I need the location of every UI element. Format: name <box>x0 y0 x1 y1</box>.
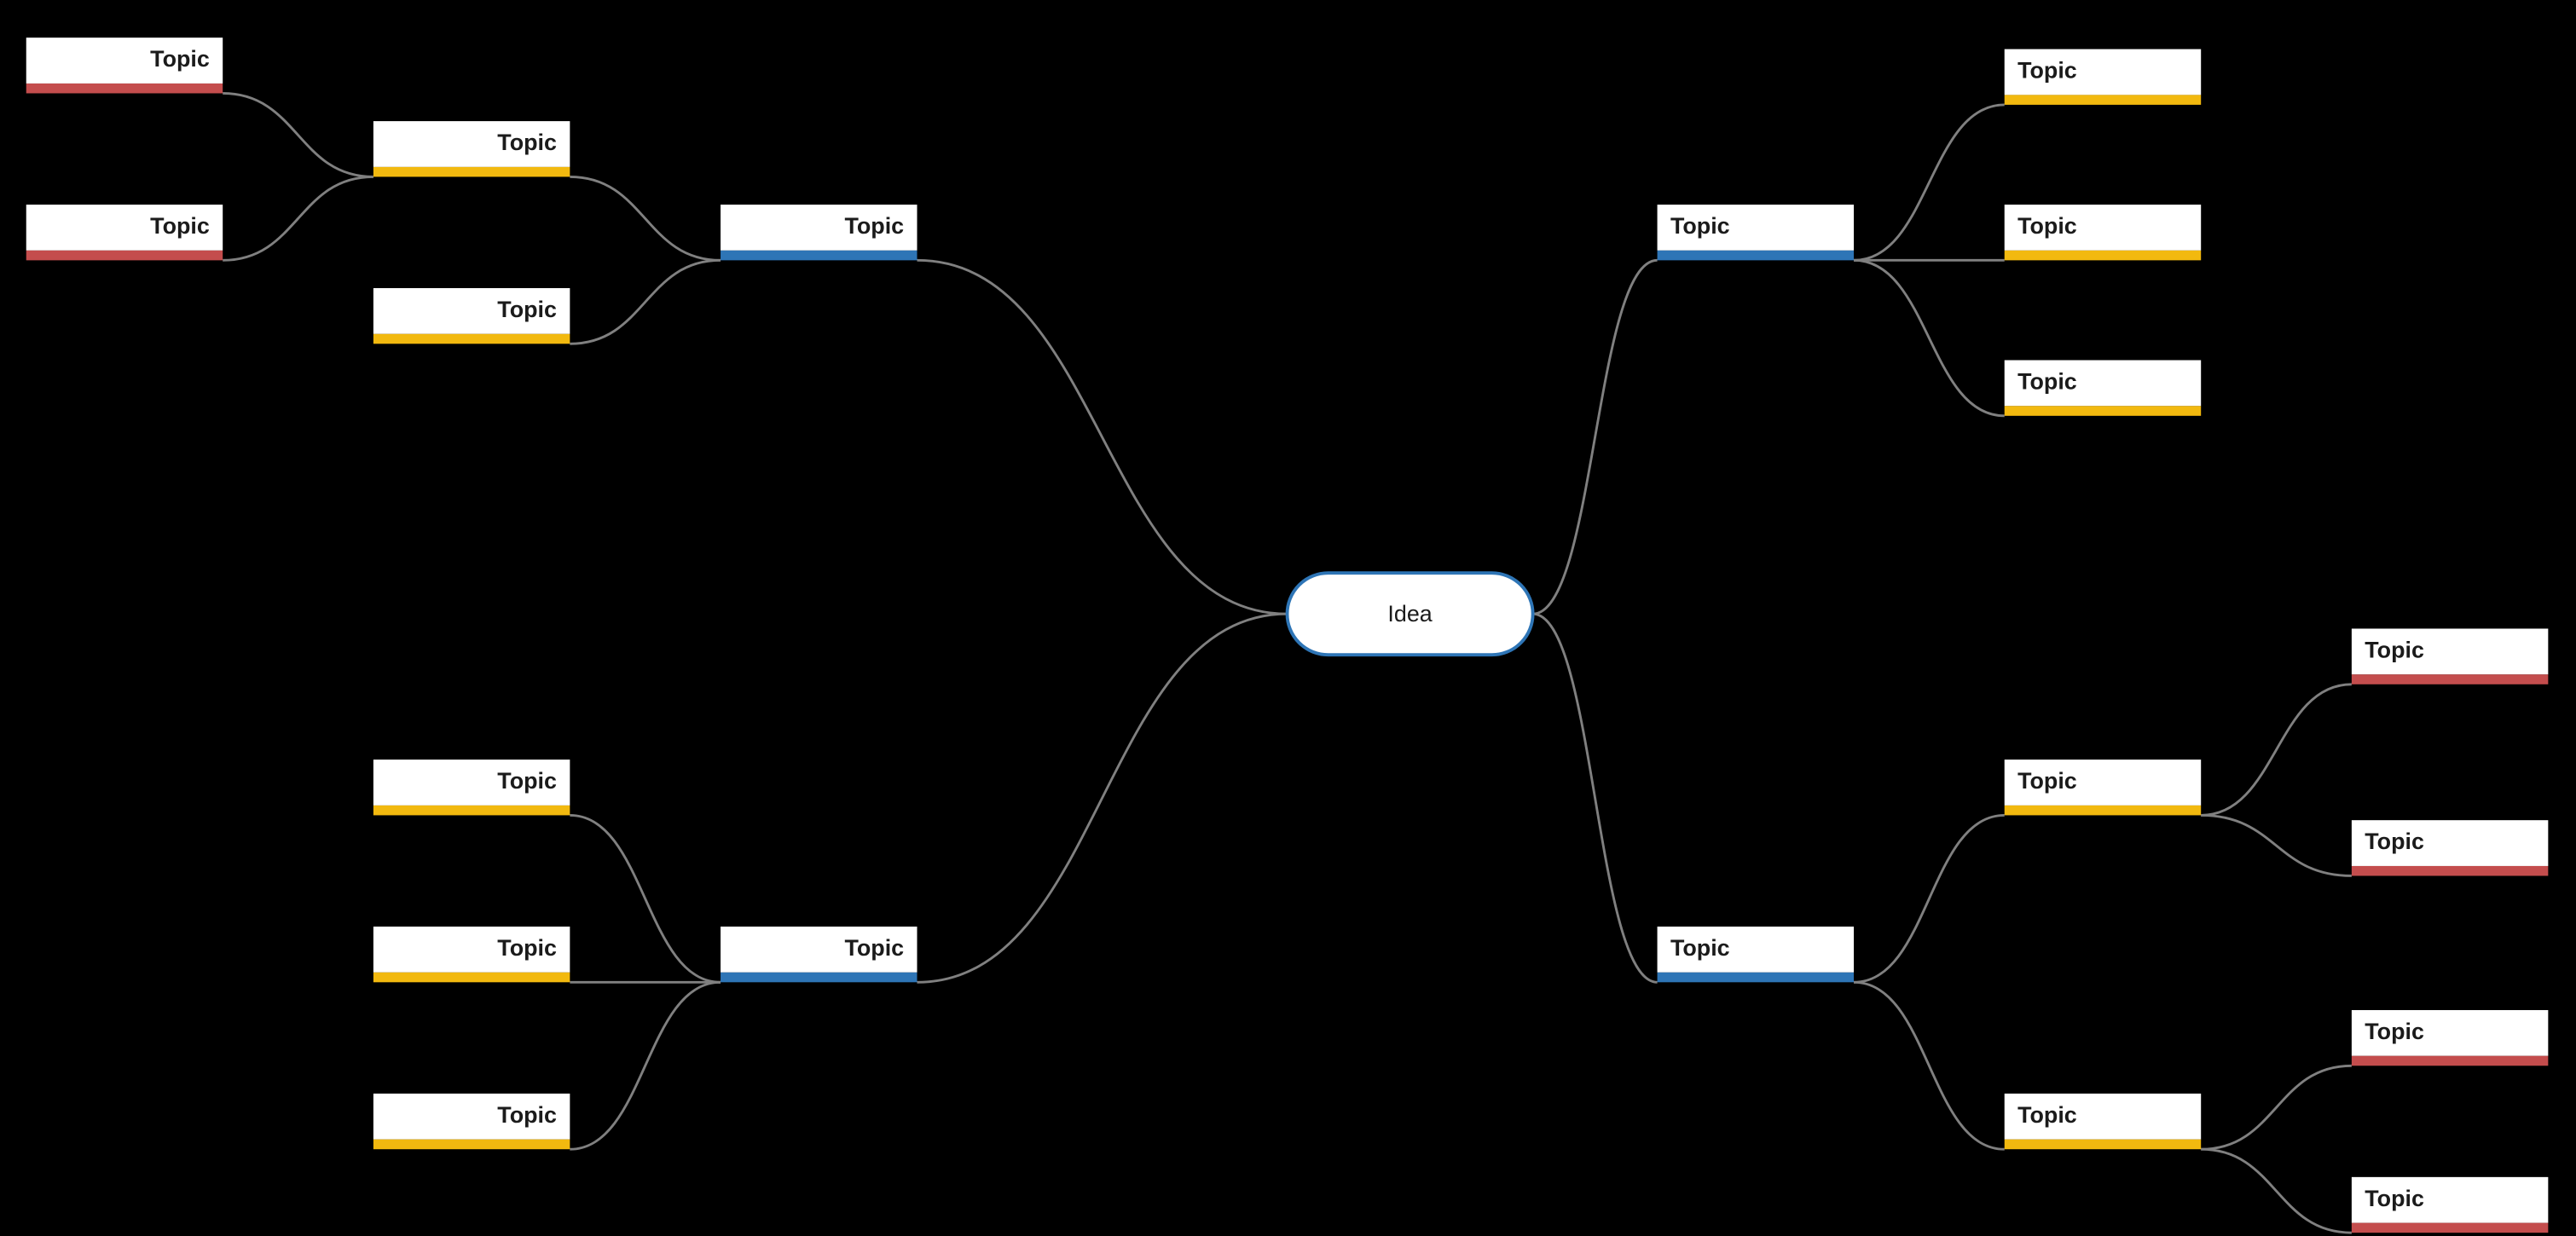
edge <box>918 614 1288 982</box>
topic-stripe <box>721 973 917 983</box>
topic-node-label: Topic <box>844 935 904 961</box>
edge <box>570 176 721 260</box>
topic-node[interactable]: Topic <box>1658 927 1854 982</box>
topic-stripe <box>373 1140 570 1150</box>
topic-node[interactable]: Topic <box>2352 1010 2548 1066</box>
topic-node[interactable]: Topic <box>2352 628 2548 684</box>
edge <box>1854 982 2005 1149</box>
topic-node-label: Topic <box>2017 768 2077 794</box>
topic-stripe <box>373 167 570 177</box>
topic-node-label: Topic <box>497 297 557 322</box>
topic-stripe <box>2352 866 2548 876</box>
topic-node[interactable]: Topic <box>26 205 223 260</box>
topic-node[interactable]: Topic <box>2005 760 2201 815</box>
edge <box>1533 614 1658 982</box>
topic-node[interactable]: Topic <box>1658 205 1854 260</box>
topic-stripe <box>373 334 570 344</box>
edge <box>223 176 373 260</box>
edge <box>1854 105 2005 260</box>
edge <box>1854 260 2005 415</box>
topic-stripe <box>2005 406 2201 416</box>
topic-node-label: Topic <box>1670 213 1730 239</box>
topic-stripe <box>721 251 917 261</box>
edge <box>2201 815 2352 875</box>
topic-node[interactable]: Topic <box>2005 49 2201 105</box>
topic-node-label: Topic <box>497 1102 557 1128</box>
edge <box>918 260 1288 614</box>
topic-node[interactable]: Topic <box>373 1094 570 1149</box>
topic-node[interactable]: Topic <box>373 760 570 815</box>
edge <box>570 815 721 982</box>
topic-stripe <box>2005 251 2201 261</box>
topic-node-label: Topic <box>2017 368 2077 394</box>
center-node-label: Idea <box>1387 601 1432 627</box>
edge <box>2201 684 2352 816</box>
topic-stripe <box>2352 1223 2548 1233</box>
topic-node-label: Topic <box>2365 1019 2424 1044</box>
edge <box>570 260 721 344</box>
center-node[interactable]: Idea <box>1288 573 1533 655</box>
topic-stripe <box>1658 251 1854 261</box>
edge <box>1854 815 2005 982</box>
topic-stripe <box>2352 674 2548 684</box>
topic-node-label: Topic <box>2017 213 2077 239</box>
edge <box>1533 260 1658 614</box>
topic-node[interactable]: Topic <box>2352 820 2548 875</box>
topic-node[interactable]: Topic <box>721 205 917 260</box>
topic-node-label: Topic <box>497 768 557 794</box>
topic-stripe <box>373 973 570 983</box>
topic-node-label: Topic <box>844 213 904 239</box>
nodes-layer: Idea Topic Topic Topic Topic Topic Topic Topic T… <box>26 38 2549 1233</box>
edge <box>223 93 373 176</box>
topic-node-label: Topic <box>497 935 557 961</box>
topic-stripe <box>2352 1056 2548 1066</box>
topic-node-label: Topic <box>2365 829 2424 854</box>
topic-node[interactable]: Topic <box>373 288 570 344</box>
topic-node[interactable]: Topic <box>2005 361 2201 416</box>
topic-node-label: Topic <box>2365 1186 2424 1211</box>
edge <box>2201 1066 2352 1149</box>
topic-node-label: Topic <box>2017 58 2077 84</box>
topic-node[interactable]: Topic <box>721 927 917 982</box>
topic-node[interactable]: Topic <box>2005 205 2201 260</box>
topic-stripe <box>2005 806 2201 816</box>
topic-node-label: Topic <box>2365 637 2424 662</box>
topic-stripe <box>26 84 223 94</box>
topic-node[interactable]: Topic <box>2352 1177 2548 1233</box>
topic-stripe <box>26 251 223 261</box>
topic-node[interactable]: Topic <box>26 38 223 93</box>
topic-node-label: Topic <box>150 213 210 239</box>
topic-node-label: Topic <box>1670 935 1730 961</box>
topic-node[interactable]: Topic <box>373 927 570 982</box>
topic-stripe <box>373 806 570 816</box>
topic-node-label: Topic <box>150 46 210 72</box>
topic-node-label: Topic <box>497 130 557 155</box>
topic-stripe <box>2005 1140 2201 1150</box>
topic-node-label: Topic <box>2017 1102 2077 1128</box>
edge <box>2201 1149 2352 1233</box>
edges-layer <box>223 93 2352 1233</box>
edge <box>570 982 721 1149</box>
topic-stripe <box>2005 95 2201 105</box>
topic-node[interactable]: Topic <box>2005 1094 2201 1149</box>
topic-node[interactable]: Topic <box>373 121 570 176</box>
mindmap-canvas: Idea Topic Topic Topic Topic Topic Topic Topic T… <box>0 0 2576 1236</box>
topic-stripe <box>1658 973 1854 983</box>
